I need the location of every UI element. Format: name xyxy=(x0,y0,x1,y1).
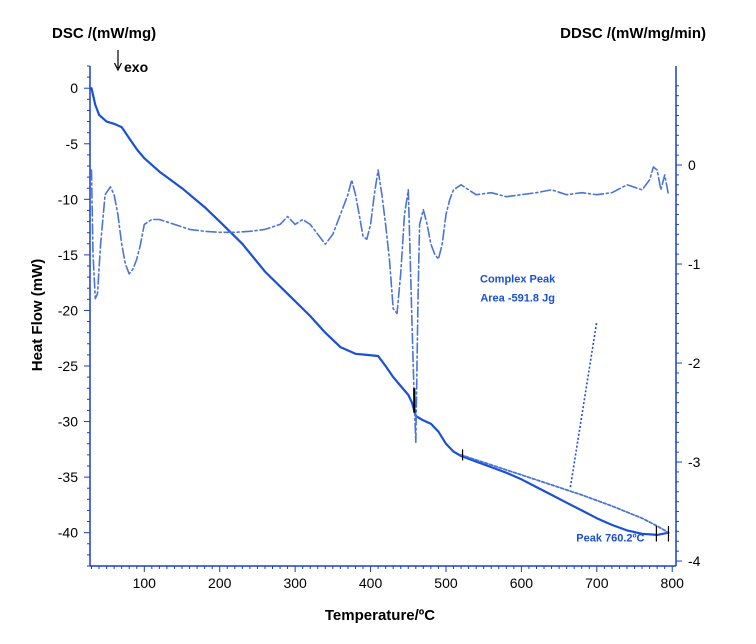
y-right-tick-label: -2 xyxy=(688,355,701,371)
series-layer xyxy=(90,87,670,537)
x-tick-label: 200 xyxy=(208,575,232,591)
dsc-series-line xyxy=(90,87,670,537)
y-right-tick-label: -3 xyxy=(688,454,701,470)
y-right-tick-label: -1 xyxy=(688,256,701,272)
y-left-tick-label: -25 xyxy=(58,358,78,374)
exo-arrowhead-icon xyxy=(113,62,123,72)
y-left-tick-label: -30 xyxy=(58,414,78,430)
x-tick-label: 500 xyxy=(434,575,458,591)
x-axis-label: Temperature/ºC xyxy=(325,607,435,624)
x-tick-label: 100 xyxy=(133,575,157,591)
x-tick-label: 800 xyxy=(661,575,685,591)
baseline-series-line xyxy=(460,453,670,534)
left-axis-header: DSC /(mW/mg) xyxy=(52,25,156,42)
x-tick-label: 600 xyxy=(510,575,534,591)
exo-indicator: exo xyxy=(113,50,148,75)
y-left-tick-label: -5 xyxy=(66,136,79,152)
annotation-layer: Complex Peak Area -591.8 Jg Peak 760.2ºC xyxy=(413,274,670,545)
y-left-tick-label: -35 xyxy=(58,469,78,485)
y-left-tick-label: -40 xyxy=(58,525,78,541)
y-right-tick-label: 0 xyxy=(688,157,696,173)
y-axis-label: Heat Flow (mW) xyxy=(29,259,46,372)
y-left-tick-label: 0 xyxy=(70,80,78,96)
x-tick-label: 300 xyxy=(283,575,307,591)
annotation-label: Area -591.8 Jg xyxy=(480,293,555,305)
y-left-tick-label: -10 xyxy=(58,191,78,207)
y-right-tick-label: -4 xyxy=(688,553,701,569)
annotation-label: Peak 760.2ºC xyxy=(576,533,644,545)
x-tick-label: 700 xyxy=(585,575,609,591)
axes: 0 -5 -10 -15 -20 -25 -30 -35 -40 0 -1 -2 -3 -4 100 200 3… xyxy=(58,65,701,591)
exo-label: exo xyxy=(124,59,148,75)
annotation-leader-line xyxy=(569,321,598,488)
annotation-label: Complex Peak xyxy=(480,274,556,286)
ddsc-series-line xyxy=(90,166,670,444)
y-left-tick-label: -15 xyxy=(58,247,78,263)
x-tick-label: 400 xyxy=(359,575,383,591)
y-left-tick-label: -20 xyxy=(58,302,78,318)
right-axis-header: DDSC /(mW/mg/min) xyxy=(560,25,706,42)
